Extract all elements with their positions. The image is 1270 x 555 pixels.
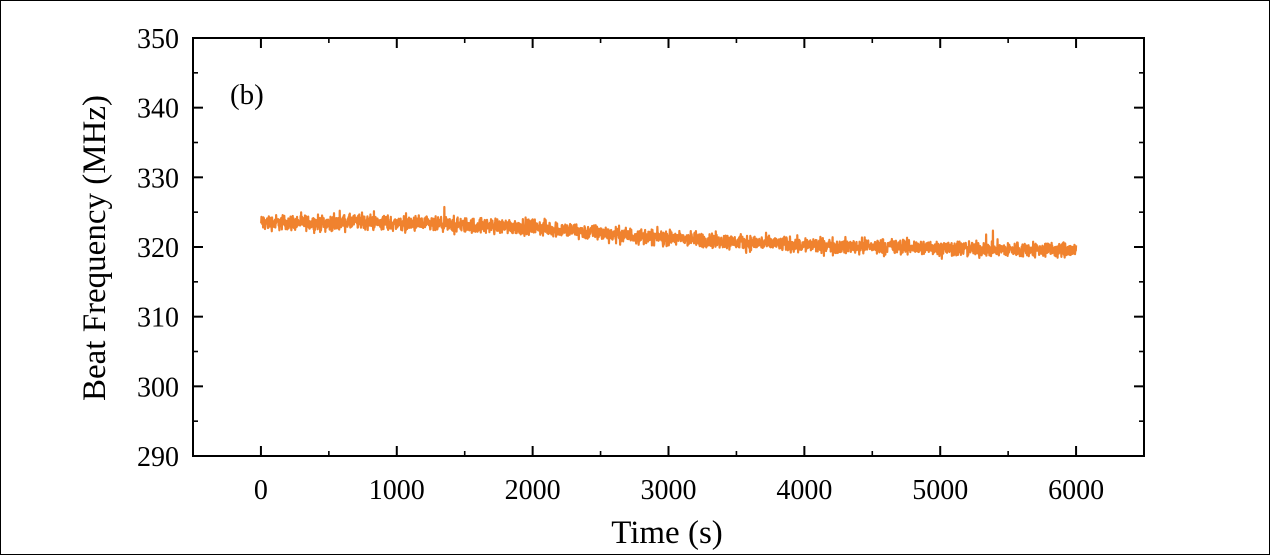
- axes-layer: 0 1000 2000 3000 4000 5000 6000 290 300 310 320 330…: [137, 24, 1145, 506]
- x-tick-label: 3000: [641, 475, 697, 506]
- y-axis-title: Beat Frequency (MHz): [77, 95, 113, 401]
- y-tick-label: 310: [137, 303, 179, 334]
- y-tick-label: 350: [137, 24, 179, 55]
- x-tick-label: 5000: [912, 475, 968, 506]
- series-line: [259, 205, 1078, 260]
- x-tick-label: 0: [254, 475, 268, 506]
- y-tick-label: 290: [137, 442, 179, 473]
- data-layer: [259, 205, 1078, 260]
- x-tick-label: 2000: [505, 475, 561, 506]
- y-tick-label: 300: [137, 372, 179, 403]
- x-axis-title: Time (s): [611, 515, 723, 551]
- y-tick-label: 320: [137, 233, 179, 264]
- x-tick-label: 1000: [369, 475, 425, 506]
- x-tick-label: 6000: [1048, 475, 1104, 506]
- panel-label: (b): [230, 79, 264, 111]
- y-tick-label: 340: [137, 94, 179, 125]
- y-tick-label: 330: [137, 163, 179, 194]
- x-tick-label: 4000: [776, 475, 832, 506]
